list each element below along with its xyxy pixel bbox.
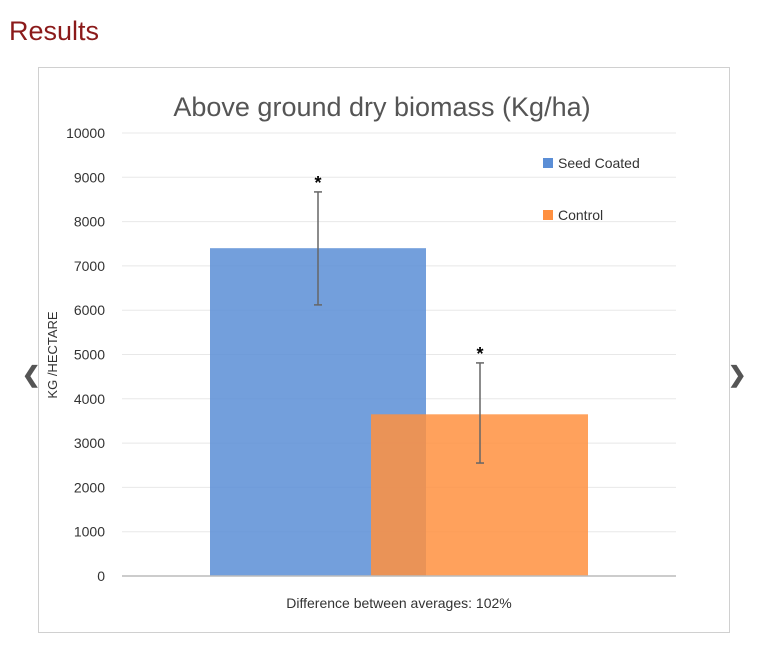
chevron-right-icon[interactable]: ❯ xyxy=(728,362,747,387)
legend-label: Control xyxy=(558,207,603,223)
chart-frame xyxy=(38,67,730,633)
legend-swatch xyxy=(543,158,553,168)
y-tick-label: 10000 xyxy=(66,125,105,141)
y-tick-label: 9000 xyxy=(74,169,105,185)
y-tick-label: 8000 xyxy=(74,214,105,230)
y-tick-label: 5000 xyxy=(74,347,105,363)
legend-label: Seed Coated xyxy=(558,155,640,171)
chevron-left-icon[interactable]: ❮ xyxy=(22,362,41,387)
y-axis-label: KG /HECTARE xyxy=(45,311,60,398)
significance-marker: * xyxy=(476,344,483,364)
chart-title: Above ground dry biomass (Kg/ha) xyxy=(173,92,590,122)
legend-swatch xyxy=(543,210,553,220)
y-tick-label: 1000 xyxy=(74,524,105,540)
results-heading: Results xyxy=(9,16,100,46)
y-tick-label: 2000 xyxy=(74,479,105,495)
y-tick-label: 0 xyxy=(97,568,105,584)
y-tick-label: 6000 xyxy=(74,302,105,318)
y-tick-label: 7000 xyxy=(74,258,105,274)
y-tick-label: 3000 xyxy=(74,435,105,451)
y-tick-label: 4000 xyxy=(74,391,105,407)
significance-marker: * xyxy=(314,173,321,193)
x-axis-label: Difference between averages: 102% xyxy=(286,595,511,611)
